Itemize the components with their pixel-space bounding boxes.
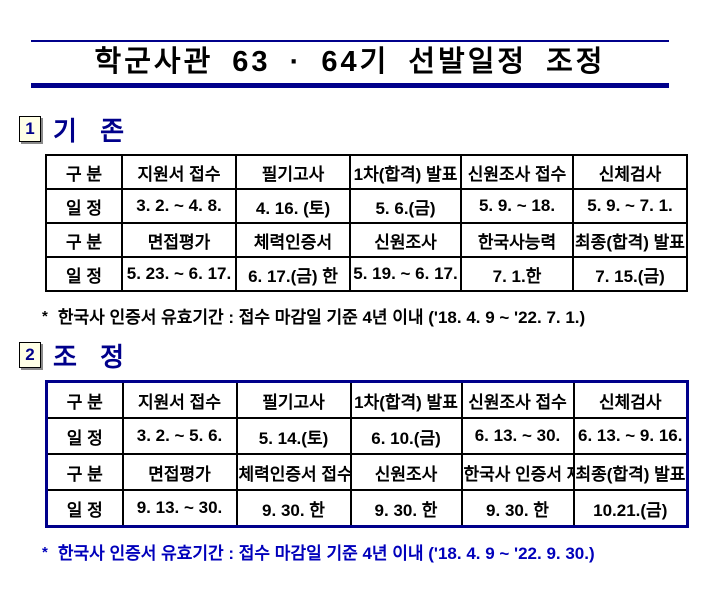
table-cell: 지원서 접수 (121, 154, 237, 190)
table-row: 구 분 지원서 접수 필기고사 1차(합격) 발표 신원조사 접수 신체검사 (45, 380, 689, 419)
table-cell: 최종(합격) 발표 (572, 453, 689, 491)
table-cell: 3. 2. ~ 5. 6. (121, 417, 238, 455)
table-cell: 한국사 인증서 제출 (460, 453, 575, 491)
table-cell: 신원조사 접수 (460, 380, 575, 419)
table-row: 일 정 9. 13. ~ 30. 9. 30. 한 9. 30. 한 9. 30… (45, 489, 689, 528)
table-cell: 신원조사 (349, 453, 463, 491)
schedule-table-adjusted: 구 분 지원서 접수 필기고사 1차(합격) 발표 신원조사 접수 신체검사 일… (45, 380, 689, 528)
table-cell: 일 정 (45, 256, 123, 292)
table-row: 일 정 3. 2. ~ 4. 8. 4. 16. (토) 5. 6.(금) 5.… (45, 188, 688, 224)
table-cell: 체력인증서 접수 (235, 453, 352, 491)
title-block: 학군사관 63 · 64기 선발일정 조정 (31, 40, 669, 88)
table-cell: 한국사능력 (460, 222, 574, 258)
table-cell: 7. 15.(금) (572, 256, 688, 292)
table-cell: 9. 30. 한 (460, 489, 575, 528)
table-cell: 7. 1.한 (460, 256, 574, 292)
schedule-table-existing: 구 분 지원서 접수 필기고사 1차(합격) 발표 신원조사 접수 신체검사 일… (45, 154, 688, 292)
section-2-heading: 조 정 (53, 341, 126, 372)
table-cell: 9. 30. 한 (235, 489, 352, 528)
table-row: 구 분 면접평가 체력인증서 접수 신원조사 한국사 인증서 제출 최종(합격)… (45, 453, 689, 491)
table-row: 구 분 지원서 접수 필기고사 1차(합격) 발표 신원조사 접수 신체검사 (45, 154, 688, 190)
table-cell: 최종(합격) 발표 (572, 222, 688, 258)
table-cell: 1차(합격) 발표 (349, 380, 463, 419)
asterisk-marker: * (42, 308, 48, 325)
table-cell: 6. 10.(금) (349, 417, 463, 455)
table-cell: 필기고사 (235, 154, 351, 190)
table-cell: 일 정 (45, 188, 123, 224)
table-cell: 신원조사 접수 (460, 154, 574, 190)
table-cell: 5. 23. ~ 6. 17. (121, 256, 237, 292)
table-cell: 10.21.(금) (572, 489, 689, 528)
table-cell: 면접평가 (121, 222, 237, 258)
section-2-number-badge: 2 (19, 342, 41, 368)
table-cell: 6. 13. ~ 30. (460, 417, 575, 455)
table-row: 일 정 3. 2. ~ 5. 6. 5. 14.(토) 6. 10.(금) 6.… (45, 417, 689, 455)
title-bottom-rule (31, 83, 669, 88)
table-cell: 구 분 (45, 380, 124, 419)
footnote-adjusted: * 한국사 인증서 유효기간 : 접수 마감일 기준 4년 이내 ('18. 4.… (42, 539, 701, 564)
table-row: 일 정 5. 23. ~ 6. 17. 6. 17.(금) 한 5. 19. ~… (45, 256, 688, 292)
table-cell: 체력인증서 (235, 222, 351, 258)
section-1-header: 1 기 존 (19, 114, 701, 146)
table-cell: 필기고사 (235, 380, 352, 419)
table-cell: 구 분 (45, 154, 123, 190)
section-1-heading: 기 존 (53, 115, 126, 146)
asterisk-marker: * (42, 544, 48, 561)
table-cell: 4. 16. (토) (235, 188, 351, 224)
table-cell: 면접평가 (121, 453, 238, 491)
table-row: 구 분 면접평가 체력인증서 신원조사 한국사능력 최종(합격) 발표 (45, 222, 688, 258)
table-cell: 6. 17.(금) 한 (235, 256, 351, 292)
table-cell: 5. 6.(금) (349, 188, 462, 224)
footnote-existing: * 한국사 인증서 유효기간 : 접수 마감일 기준 4년 이내 ('18. 4.… (42, 303, 701, 328)
table-cell: 6. 13. ~ 9. 16. (572, 417, 689, 455)
table-cell: 1차(합격) 발표 (349, 154, 462, 190)
table-cell: 5. 9. ~ 18. (460, 188, 574, 224)
footnote-adjusted-text: 한국사 인증서 유효기간 : 접수 마감일 기준 4년 이내 ('18. 4. … (57, 544, 595, 563)
page-title: 학군사관 63 · 64기 선발일정 조정 (94, 46, 606, 78)
title-top-rule (31, 40, 669, 42)
section-2-header: 2 조 정 (19, 340, 701, 372)
table-cell: 9. 13. ~ 30. (121, 489, 238, 528)
table-cell: 신체검사 (572, 380, 689, 419)
footnote-existing-text: 한국사 인증서 유효기간 : 접수 마감일 기준 4년 이내 ('18. 4. … (57, 308, 586, 327)
table-cell: 5. 19. ~ 6. 17. (349, 256, 462, 292)
table-cell: 일 정 (45, 417, 124, 455)
table-cell: 구 분 (45, 453, 124, 491)
table-cell: 일 정 (45, 489, 124, 528)
section-1-number-badge: 1 (19, 116, 41, 142)
table-cell: 9. 30. 한 (349, 489, 463, 528)
table-cell: 구 분 (45, 222, 123, 258)
table-cell: 5. 9. ~ 7. 1. (572, 188, 688, 224)
table-cell: 3. 2. ~ 4. 8. (121, 188, 237, 224)
table-cell: 5. 14.(토) (235, 417, 352, 455)
table-cell: 지원서 접수 (121, 380, 238, 419)
table-cell: 신원조사 (349, 222, 462, 258)
table-cell: 신체검사 (572, 154, 688, 190)
